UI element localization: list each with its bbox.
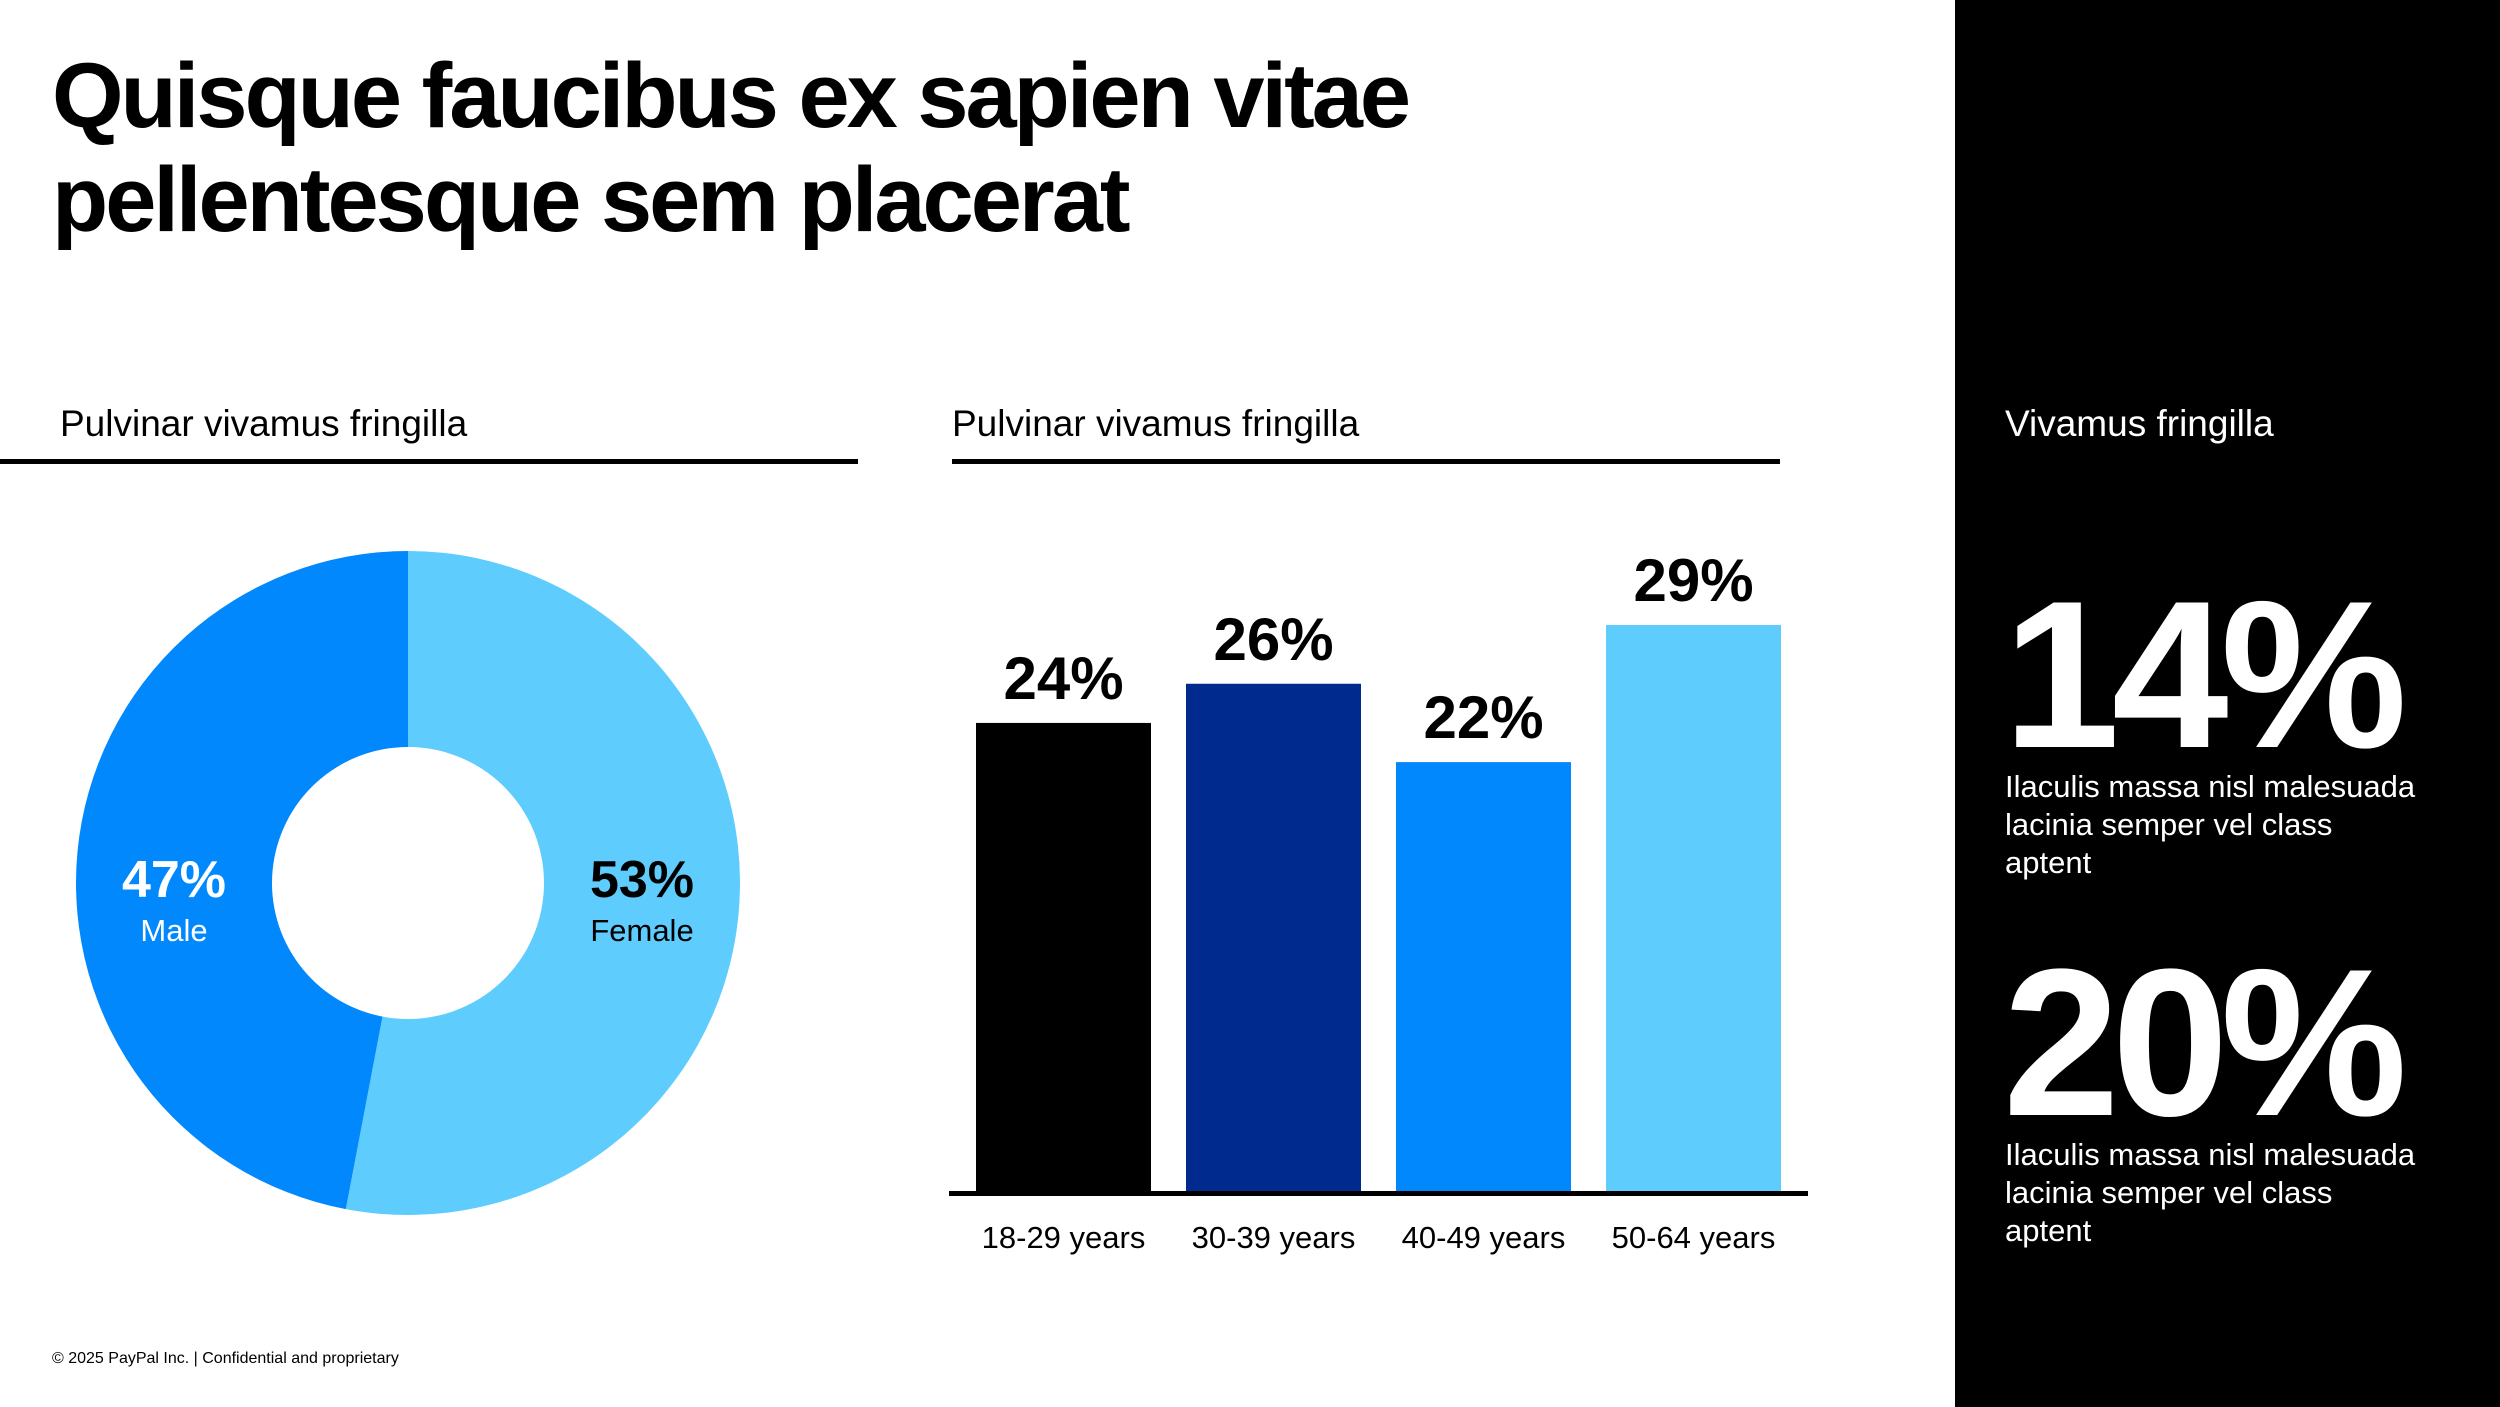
page-title: Quisque faucibus ex sapien vitae pellent… xyxy=(52,44,1852,252)
bar-18-29-years xyxy=(976,722,1151,1193)
donut-label-male-value: 47% xyxy=(122,851,226,909)
bar-value-label: 24% xyxy=(1003,645,1123,712)
bar-section-divider xyxy=(952,459,1780,464)
title-line-2: pellentesque sem placerat xyxy=(52,149,1130,251)
bar-category-label: 50-64 years xyxy=(1612,1220,1776,1255)
stats-sidebar: Vivamus fringilla 14% Ilaculis massa nis… xyxy=(1955,0,2500,1407)
bar-chart-baseline xyxy=(949,1191,1808,1196)
donut-slice-male xyxy=(76,551,408,1210)
stat-value-2: 20% xyxy=(2003,925,2407,1160)
donut-label-female-name: Female xyxy=(590,913,693,948)
bar-chart-title: Pulvinar vivamus fringilla xyxy=(952,403,1360,444)
bar-category-label: 40-49 years xyxy=(1402,1220,1566,1255)
stat-label-1: Ilaculis massa nisl malesuada lacinia se… xyxy=(2005,769,2416,880)
footer-copyright: © 2025 PayPal Inc. | Confidential and pr… xyxy=(52,1350,399,1367)
bar-value-label: 29% xyxy=(1633,547,1753,614)
bar-category-label: 30-39 years xyxy=(1192,1220,1356,1255)
bar-chart: 24% 18-29 years 26% 30-39 years 22% 40-49 yea… xyxy=(949,547,1808,1255)
donut-label-female-value: 53% xyxy=(590,851,694,909)
bar-30-39-years xyxy=(1186,683,1361,1193)
donut-section-divider xyxy=(0,459,858,464)
stat-value-1: 14% xyxy=(2003,557,2407,792)
bar-category-label: 18-29 years xyxy=(982,1220,1146,1255)
donut-slice-female xyxy=(345,551,740,1215)
bar-50-64-years xyxy=(1606,625,1781,1193)
sidebar-heading: Vivamus fringilla xyxy=(2005,403,2274,444)
bar-value-label: 26% xyxy=(1213,606,1333,673)
bar-40-49-years xyxy=(1396,762,1571,1193)
donut-chart-title: Pulvinar vivamus fringilla xyxy=(60,403,468,444)
bar-value-label: 22% xyxy=(1423,684,1543,751)
title-line-1: Quisque faucibus ex sapien vitae xyxy=(52,45,1411,147)
stat-label-2: Ilaculis massa nisl malesuada lacinia se… xyxy=(2005,1137,2416,1248)
donut-label-male-name: Male xyxy=(140,913,207,948)
donut-chart: 47% Male 53% Female xyxy=(76,551,740,1215)
